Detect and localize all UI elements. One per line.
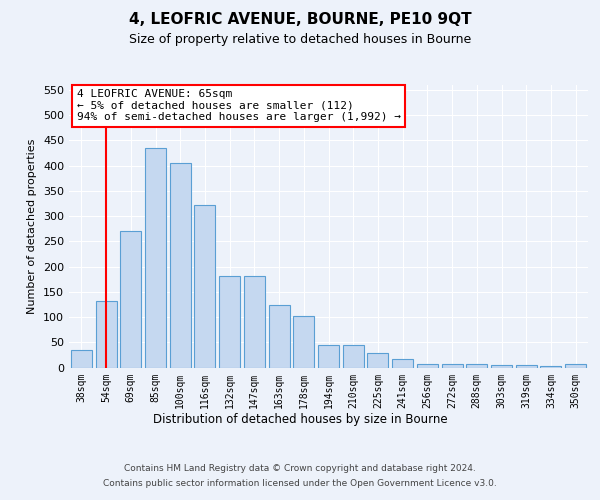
Bar bbox=[541, 366, 562, 368]
Text: 4 LEOFRIC AVENUE: 65sqm
← 5% of detached houses are smaller (112)
94% of semi-de: 4 LEOFRIC AVENUE: 65sqm ← 5% of detached… bbox=[77, 89, 401, 122]
Bar bbox=[417, 364, 438, 368]
Text: 4, LEOFRIC AVENUE, BOURNE, PE10 9QT: 4, LEOFRIC AVENUE, BOURNE, PE10 9QT bbox=[128, 12, 472, 28]
Y-axis label: Number of detached properties: Number of detached properties bbox=[28, 138, 37, 314]
Text: Contains HM Land Registry data © Crown copyright and database right 2024.: Contains HM Land Registry data © Crown c… bbox=[124, 464, 476, 473]
Bar bbox=[71, 350, 92, 368]
Bar bbox=[491, 365, 512, 368]
Bar bbox=[392, 360, 413, 368]
Bar bbox=[442, 364, 463, 368]
Text: Size of property relative to detached houses in Bourne: Size of property relative to detached ho… bbox=[129, 32, 471, 46]
Bar bbox=[219, 276, 240, 368]
Bar bbox=[293, 316, 314, 368]
Bar bbox=[244, 276, 265, 368]
Bar bbox=[565, 364, 586, 368]
Bar bbox=[318, 345, 339, 368]
Bar bbox=[367, 353, 388, 368]
Bar bbox=[516, 366, 537, 368]
Bar bbox=[343, 345, 364, 368]
Bar bbox=[194, 204, 215, 368]
Bar bbox=[269, 305, 290, 368]
Bar bbox=[145, 148, 166, 368]
Bar bbox=[120, 232, 141, 368]
Text: Distribution of detached houses by size in Bourne: Distribution of detached houses by size … bbox=[152, 412, 448, 426]
Bar bbox=[170, 163, 191, 368]
Text: Contains public sector information licensed under the Open Government Licence v3: Contains public sector information licen… bbox=[103, 479, 497, 488]
Bar bbox=[95, 301, 116, 368]
Bar bbox=[466, 364, 487, 368]
